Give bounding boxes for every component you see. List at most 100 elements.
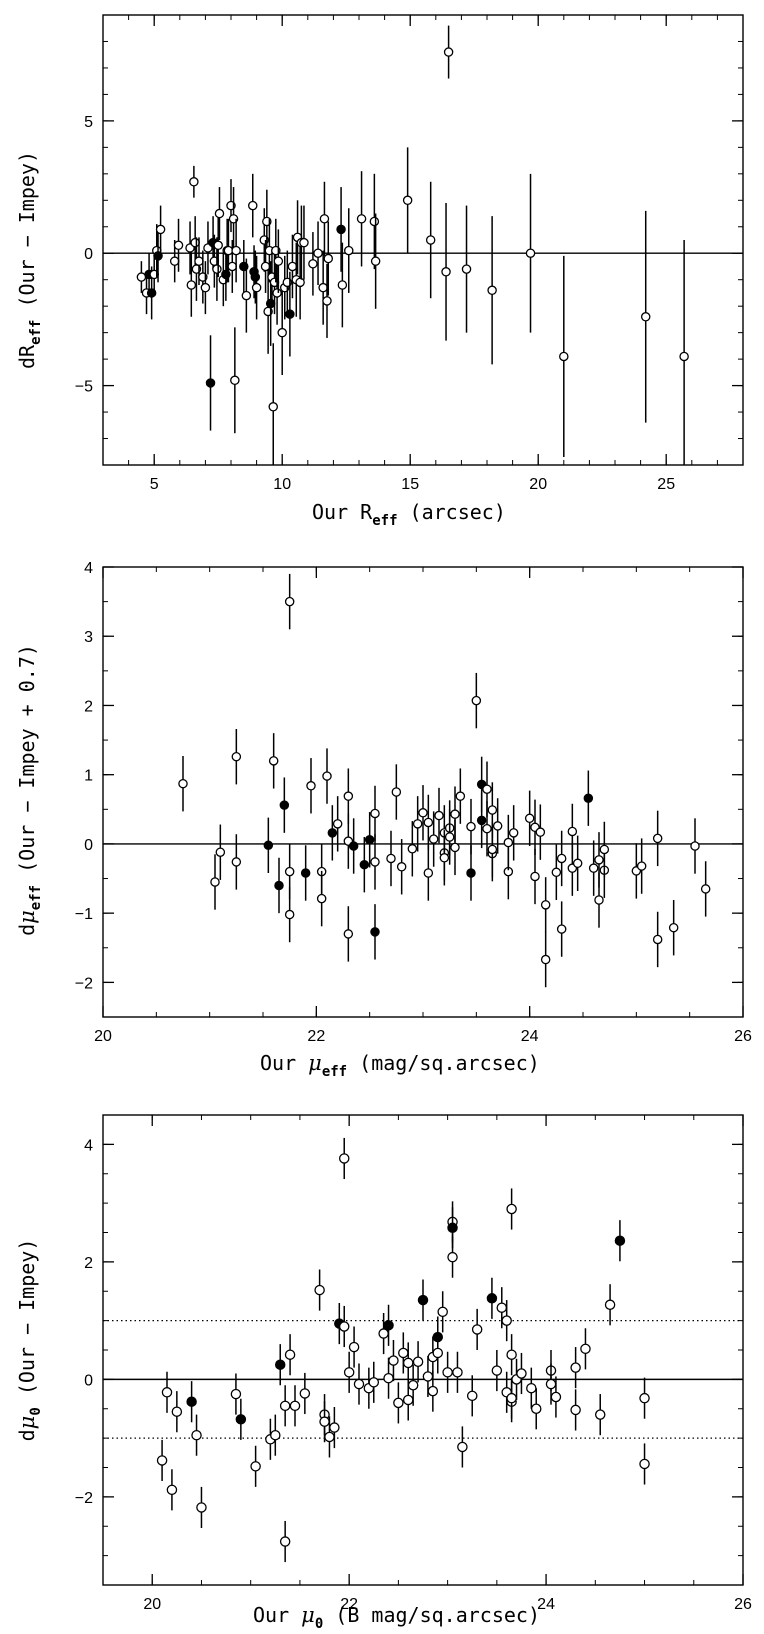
data-layer (156, 1137, 650, 1563)
open-point (223, 245, 234, 256)
open-point (191, 1429, 202, 1441)
open-point (214, 208, 225, 219)
open-point (412, 1356, 424, 1368)
open-point (570, 1362, 581, 1373)
open-point (604, 1299, 616, 1311)
filled-point (364, 835, 375, 845)
filled-point (274, 880, 284, 891)
open-point (455, 791, 466, 801)
open-point (383, 1372, 394, 1384)
open-point (402, 195, 413, 206)
open-point (570, 1404, 581, 1416)
open-point (652, 934, 663, 945)
filled-point (274, 1359, 286, 1370)
filled-point (417, 1294, 429, 1306)
open-point (422, 1371, 434, 1382)
open-point (639, 1458, 650, 1470)
open-point (487, 285, 497, 296)
open-point (231, 245, 241, 256)
plot-frame-mu0 (102, 1114, 744, 1586)
plot-frame-reff (102, 14, 744, 466)
open-point (530, 1403, 542, 1415)
open-point (319, 1416, 330, 1427)
filled-point (186, 1396, 197, 1407)
filled-point (205, 378, 216, 388)
open-point (535, 827, 546, 837)
open-point (427, 1385, 439, 1397)
filled-point (383, 1320, 394, 1331)
y-tick-label: −2 (75, 975, 93, 992)
y-tick-label: −1 (75, 906, 93, 923)
open-point (322, 771, 332, 781)
open-point (652, 833, 663, 844)
open-point (308, 259, 318, 269)
filled-point (279, 800, 290, 810)
open-point (428, 834, 439, 844)
open-point (457, 1441, 468, 1453)
open-point (444, 832, 455, 842)
open-point (588, 863, 599, 873)
y-tick-label: 2 (84, 1255, 93, 1272)
open-point (284, 866, 295, 877)
open-point (284, 596, 295, 607)
open-point (640, 312, 651, 322)
open-point (594, 1409, 606, 1420)
open-point (227, 261, 238, 272)
open-point (700, 884, 711, 894)
open-point (378, 1328, 389, 1339)
filled-point (235, 1414, 247, 1425)
open-point (156, 1455, 168, 1466)
open-point (471, 695, 482, 706)
open-point (423, 817, 434, 828)
filled-point (336, 224, 346, 235)
filled-point (300, 868, 311, 878)
panel-mu0: Our μ0 (B mag/sq.arcsec) dμ0 (Our − Impe… (15, 1114, 752, 1632)
open-point (353, 1378, 365, 1390)
open-point (443, 47, 454, 57)
x-tick-label: 20 (94, 1028, 112, 1045)
open-point (461, 264, 472, 274)
y-axis-label-mu0: dμ0 (Our − Impey) (15, 1239, 44, 1442)
y-tick-label: 4 (84, 1137, 93, 1154)
open-point (171, 1406, 183, 1417)
open-point (189, 177, 199, 187)
open-point (323, 253, 334, 264)
filled-point (285, 309, 295, 319)
open-point (319, 214, 330, 224)
y-tick-label: 0 (84, 246, 93, 263)
open-point (501, 1315, 512, 1326)
y-tick-label: 0 (84, 1372, 93, 1389)
open-point (506, 1392, 517, 1404)
open-point (295, 277, 305, 288)
open-point (155, 224, 166, 235)
open-point (442, 1367, 453, 1378)
open-point (450, 842, 460, 853)
filled-point (327, 828, 338, 838)
open-point (230, 1388, 242, 1400)
x-tick-label: 10 (273, 476, 291, 493)
open-point (556, 853, 567, 864)
x-tick-label: 22 (307, 1028, 325, 1045)
open-point (230, 375, 240, 386)
data-layer (136, 25, 689, 465)
open-point (559, 351, 569, 362)
open-point (343, 791, 354, 801)
open-point (572, 858, 583, 869)
open-point (306, 781, 316, 791)
open-point (540, 954, 551, 965)
open-point (279, 1536, 291, 1547)
open-point (530, 871, 540, 882)
open-point (407, 844, 418, 854)
open-point (526, 1382, 537, 1394)
open-point (425, 235, 436, 245)
x-tick-label: 20 (143, 1596, 161, 1613)
y-tick-label: −5 (75, 379, 93, 396)
open-point (386, 853, 396, 864)
open-point (322, 296, 332, 306)
open-point (299, 237, 309, 248)
open-point (525, 248, 536, 258)
open-point (423, 868, 434, 878)
open-point (432, 1347, 444, 1359)
open-point (412, 819, 423, 829)
